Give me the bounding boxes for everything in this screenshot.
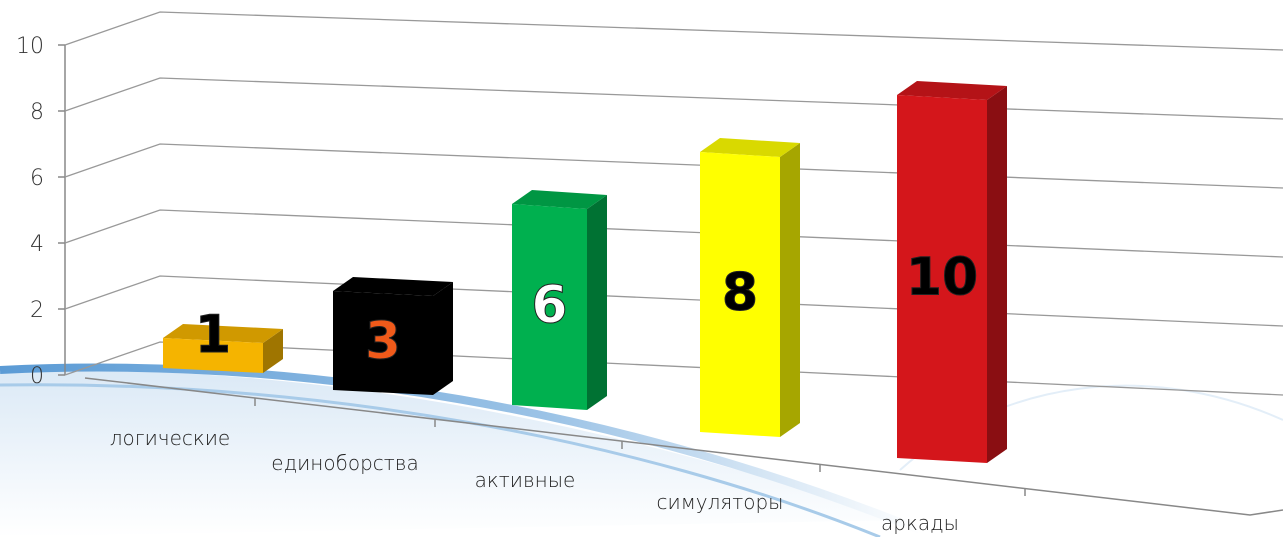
chart: 0 2 4 6 8 10 1 логические 3 единоборства 6 активны… — [0, 0, 1283, 537]
grid-line — [65, 144, 1283, 188]
bar-side — [780, 143, 800, 437]
page: 0 2 4 6 8 10 1 логические 3 единоборства 6 активны… — [0, 0, 1283, 537]
bar-side — [433, 282, 453, 395]
data-label: 3 — [365, 312, 401, 372]
x-tick-label: единоборства — [271, 451, 418, 475]
y-tick-label: 6 — [30, 166, 44, 191]
grid-line — [65, 210, 1283, 257]
grid-line — [65, 78, 1283, 119]
data-label: 10 — [906, 248, 978, 308]
data-label: 8 — [722, 263, 758, 323]
x-tick-label: симуляторы — [657, 490, 784, 514]
background-swoosh — [0, 368, 1283, 537]
y-tick-label: 0 — [30, 364, 44, 389]
x-tick-label: логические — [110, 426, 231, 450]
x-tick-label: активные — [475, 468, 576, 492]
grid-line — [65, 276, 1283, 326]
data-label: 1 — [195, 305, 231, 365]
bar-side — [987, 86, 1007, 463]
x-tick-label: аркады — [881, 511, 959, 535]
grid-line — [65, 12, 1283, 50]
y-tick-label: 2 — [30, 298, 44, 323]
y-tick-label: 8 — [30, 100, 44, 125]
data-label: 6 — [531, 276, 567, 336]
y-tick-label: 10 — [16, 34, 44, 59]
bar-side — [587, 195, 607, 410]
y-tick-label: 4 — [30, 232, 44, 257]
